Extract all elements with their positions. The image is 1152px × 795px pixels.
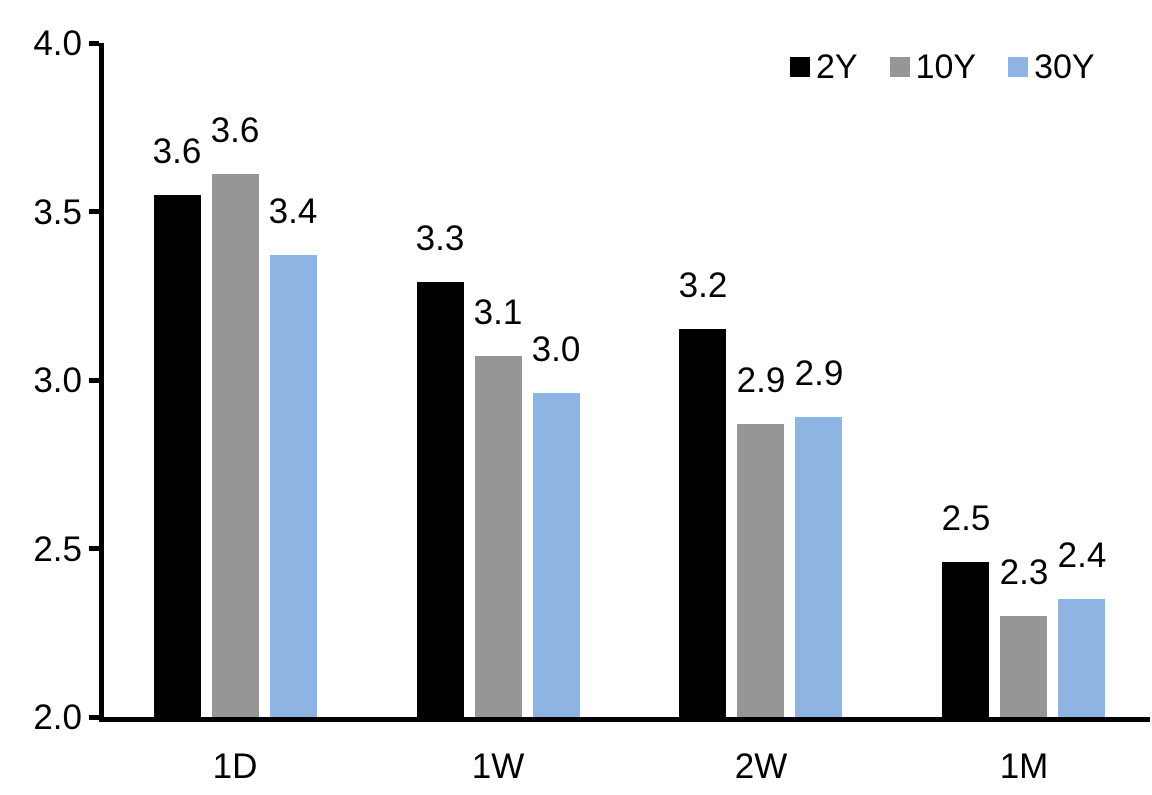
bar-label-30Y-1W: 3.0 [531, 330, 581, 369]
legend-swatch-30Y [1008, 57, 1029, 77]
y-axis-tick [89, 546, 99, 551]
x-axis-line [99, 717, 1150, 722]
legend-swatch-2Y [790, 57, 810, 77]
y-axis-tick [89, 41, 99, 46]
bar-30Y-2W [795, 417, 842, 717]
bar-10Y-2W [737, 424, 784, 717]
bar-30Y-1M [1058, 599, 1105, 717]
bar-label-10Y-1M: 2.3 [999, 553, 1049, 592]
legend: 2Y 10Y 30Y [790, 44, 1095, 90]
bar-label-2Y-1D: 3.6 [152, 132, 202, 171]
bar-30Y-1D [270, 255, 317, 717]
bar-label-30Y-2W: 2.9 [794, 354, 844, 393]
bar-label-10Y-2W: 2.9 [736, 361, 786, 400]
y-tick-label: 3.5 [33, 193, 82, 232]
category-label-2W: 2W [734, 747, 788, 786]
legend-swatch-10Y [889, 57, 910, 77]
y-axis-tick [89, 209, 99, 214]
category-label-1D: 1D [212, 747, 258, 786]
category-label-1M: 1M [999, 747, 1049, 786]
bar-label-2Y-1M: 2.5 [941, 499, 991, 538]
bar-label-10Y-1W: 3.1 [473, 293, 523, 332]
legend-item-2Y: 2Y [790, 50, 858, 84]
legend-item-10Y: 10Y [889, 48, 977, 86]
bar-2Y-1W [417, 282, 464, 717]
y-tick-label: 3.0 [33, 361, 82, 400]
category-label-1W: 1W [471, 747, 525, 786]
legend-item-30Y: 30Y [1008, 50, 1095, 84]
bar-2Y-1M [942, 562, 989, 717]
legend-label-2Y: 2Y [816, 48, 858, 86]
bar-30Y-1W [533, 393, 580, 717]
y-tick-label: 4.0 [33, 24, 82, 63]
legend-label-10Y: 10Y [915, 48, 977, 86]
y-tick-label: 2.5 [33, 530, 82, 569]
legend-label-30Y: 30Y [1034, 48, 1095, 86]
bar-10Y-1M [1000, 616, 1047, 717]
bar-label-30Y-1D: 3.4 [268, 192, 318, 231]
y-axis-tick [89, 378, 99, 383]
bar-10Y-1D [212, 174, 259, 717]
bar-10Y-1W [475, 356, 522, 717]
y-axis-tick [89, 715, 99, 720]
bar-2Y-2W [679, 329, 726, 717]
bar-label-2Y-1W: 3.3 [415, 219, 465, 258]
bar-label-30Y-1M: 2.4 [1057, 536, 1107, 575]
bar-label-2Y-2W: 3.2 [678, 266, 728, 305]
y-tick-label: 2.0 [33, 698, 82, 737]
bar-label-10Y-1D: 3.6 [210, 111, 260, 150]
y-axis-line [99, 43, 104, 722]
bar-2Y-1D [154, 195, 201, 717]
